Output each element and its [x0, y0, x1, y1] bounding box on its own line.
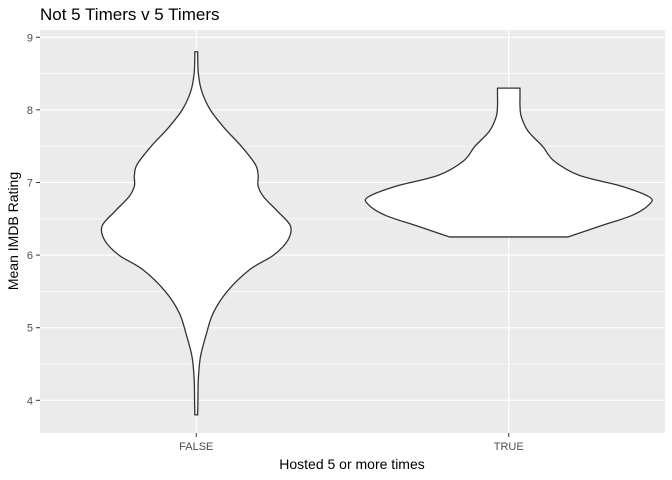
x-tick-label-false: FALSE: [179, 441, 213, 453]
y-tick-label: 7: [27, 177, 33, 189]
y-tick-label: 4: [27, 395, 33, 407]
x-axis-title: Hosted 5 or more times: [279, 456, 425, 472]
x-axis: FALSE TRUE: [179, 433, 524, 453]
x-tick-label-true: TRUE: [494, 441, 524, 453]
y-tick-label: 6: [27, 250, 33, 262]
y-tick-label: 9: [27, 32, 33, 44]
y-axis: 4 5 6 7 8 9: [27, 32, 40, 407]
y-tick-label: 8: [27, 105, 33, 117]
chart-title: Not 5 Timers v 5 Timers: [40, 5, 219, 24]
y-axis-title: Mean IMDB Rating: [5, 172, 21, 290]
violins: [100, 51, 653, 416]
y-tick-label: 5: [27, 323, 33, 335]
violin-true: [364, 87, 653, 238]
violin-false: [100, 51, 292, 416]
